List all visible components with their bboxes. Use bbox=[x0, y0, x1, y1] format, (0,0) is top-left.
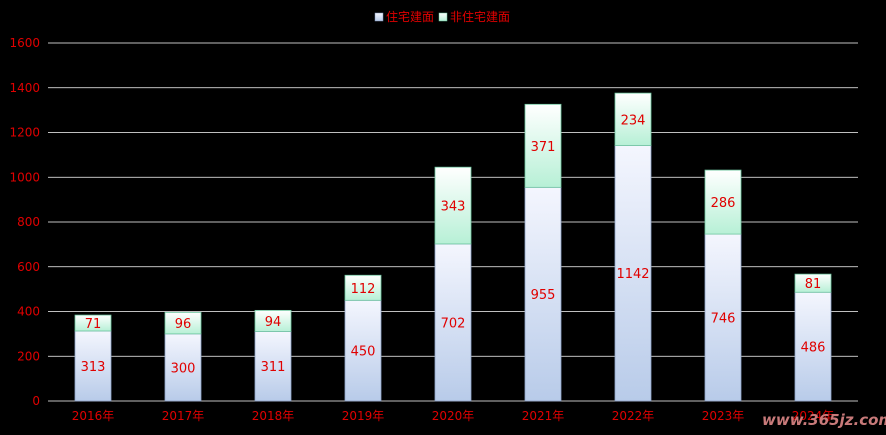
y-tick-label: 1000 bbox=[9, 170, 40, 184]
bar-segment-series-0 bbox=[794, 291, 832, 402]
y-tick-label: 1200 bbox=[9, 126, 40, 140]
bar-segment-series-1 bbox=[614, 92, 652, 146]
x-tick-label: 2019年 bbox=[342, 409, 385, 423]
x-tick-label: 2022年 bbox=[612, 409, 655, 423]
chart-legend: 住宅建面 非住宅建面 bbox=[374, 9, 510, 24]
bar-segment-series-1 bbox=[74, 314, 112, 332]
x-tick-label: 2023年 bbox=[702, 409, 745, 423]
x-tick-label: 2021年 bbox=[522, 409, 565, 423]
data-label: 955 bbox=[531, 288, 556, 303]
y-axis-tick-labels: 0 200 400 600 800 1000 1200 1400 1600 bbox=[9, 36, 40, 408]
data-label: 746 bbox=[711, 312, 736, 327]
x-tick-label: 2017年 bbox=[162, 409, 205, 423]
data-label: 371 bbox=[531, 140, 556, 155]
bar-segment-series-1 bbox=[254, 309, 292, 332]
bar-segment-series-0 bbox=[524, 186, 562, 402]
data-label: 702 bbox=[441, 316, 466, 331]
bar-segment-series-1 bbox=[434, 166, 472, 245]
watermark: www.365jz.com bbox=[762, 411, 886, 429]
data-label: 343 bbox=[441, 200, 466, 215]
bar-segment-series-1 bbox=[524, 103, 562, 188]
data-label: 112 bbox=[351, 282, 376, 297]
bar-segment-series-1 bbox=[164, 311, 202, 335]
y-tick-label: 200 bbox=[17, 349, 40, 363]
y-tick-label: 0 bbox=[32, 394, 40, 408]
data-label: 486 bbox=[801, 341, 826, 356]
bar-segment-series-0 bbox=[434, 243, 472, 402]
bar-segment-series-0 bbox=[344, 299, 382, 402]
data-label: 94 bbox=[265, 315, 282, 330]
data-label: 311 bbox=[261, 360, 286, 375]
bar-segment-series-1 bbox=[344, 274, 382, 301]
data-label: 96 bbox=[175, 317, 192, 332]
x-tick-label: 2018年 bbox=[252, 409, 295, 423]
bars: 313 71 300 96 311 94 450 112 702 343 955 371 1142 234… bbox=[74, 92, 832, 402]
y-tick-label: 800 bbox=[17, 215, 40, 229]
x-tick-label: 2016年 bbox=[72, 409, 115, 423]
data-label: 450 bbox=[351, 345, 376, 360]
data-label: 71 bbox=[85, 317, 102, 332]
legend-swatch-series-1 bbox=[438, 12, 448, 22]
y-tick-label: 1400 bbox=[9, 81, 40, 95]
legend-label-series-1: 非住宅建面 bbox=[450, 9, 510, 24]
bar-segment-series-1 bbox=[704, 169, 742, 235]
x-axis-tick-labels: 2016年 2017年 2018年 2019年 2020年 2021年 2022年 2023年… bbox=[72, 409, 835, 423]
y-tick-label: 1600 bbox=[9, 36, 40, 50]
x-tick-label: 2020年 bbox=[432, 409, 475, 423]
data-label: 313 bbox=[81, 360, 106, 375]
data-label: 286 bbox=[711, 196, 736, 211]
data-label: 1142 bbox=[616, 267, 649, 282]
bar-segment-series-0 bbox=[614, 145, 652, 402]
legend-swatch-series-0 bbox=[374, 12, 384, 22]
y-tick-label: 400 bbox=[17, 305, 40, 319]
legend-label-series-0: 住宅建面 bbox=[386, 9, 434, 24]
data-label: 300 bbox=[171, 361, 196, 376]
data-label: 234 bbox=[621, 113, 646, 128]
y-tick-label: 600 bbox=[17, 260, 40, 274]
bar-segment-series-0 bbox=[254, 331, 292, 402]
bar-segment-series-1 bbox=[794, 273, 832, 293]
bar-segment-series-0 bbox=[704, 233, 742, 402]
bar-segment-series-0 bbox=[74, 330, 112, 402]
data-label: 81 bbox=[805, 277, 822, 292]
x-tick-label: 2024年 bbox=[792, 409, 835, 423]
